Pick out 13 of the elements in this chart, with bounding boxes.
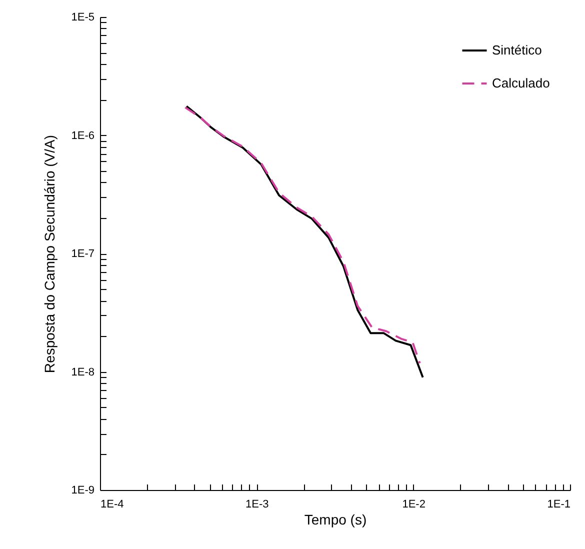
legend-label: Sintético: [492, 42, 542, 58]
y-tick-label: 1E-5: [71, 12, 94, 24]
y-tick-label: 1E-7: [71, 248, 94, 260]
x-tick-label: 1E-4: [100, 498, 124, 510]
x-tick-label: 1E-2: [402, 498, 426, 510]
x-tick-label: 1E-3: [246, 498, 269, 510]
y-tick-label: 1E-9: [71, 484, 94, 496]
x-tick-label: 1E-1: [547, 498, 570, 510]
y-axis-title: Resposta do Campo Secundário (V/A): [41, 134, 58, 374]
y-tick-label: 1E-8: [71, 366, 94, 378]
x-axis-title: Tempo (s): [304, 512, 367, 528]
y-tick-label: 1E-6: [71, 130, 94, 142]
legend-label: Calculado: [492, 76, 550, 90]
